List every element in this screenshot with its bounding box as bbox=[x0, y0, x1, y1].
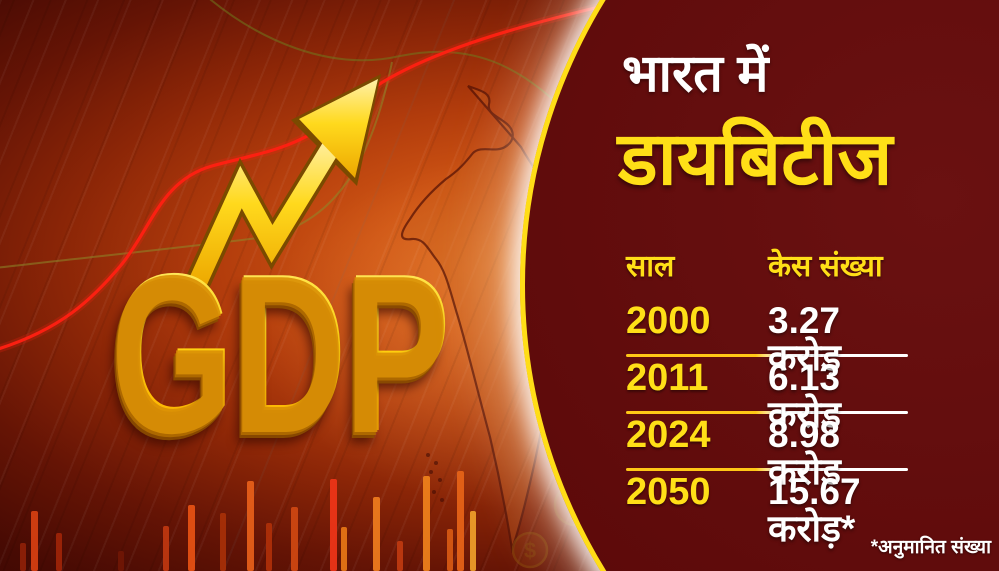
row-separator bbox=[626, 411, 908, 414]
arc-divider-panel bbox=[520, 0, 999, 571]
dollar-coin-icon: $ bbox=[511, 531, 549, 569]
diabetes-table: साल केस संख्या 2000 3.27 करोड़ 2011 6.13… bbox=[626, 244, 908, 547]
cases-cell: 15.67 करोड़* bbox=[768, 471, 861, 549]
island-dots bbox=[426, 453, 444, 502]
row-separator bbox=[626, 354, 908, 357]
table-row: 2024 8.98 करोड़ bbox=[626, 414, 908, 490]
table-row: 2011 6.13 करोड़ bbox=[626, 357, 908, 433]
year-cell: 2050 bbox=[626, 471, 711, 513]
heading-line-1: भारत में bbox=[622, 45, 769, 103]
row-separator bbox=[626, 468, 908, 471]
gdp-title: GDP bbox=[112, 226, 451, 478]
year-cell: 2000 bbox=[626, 300, 711, 342]
cases-cell: 3.27 करोड़ bbox=[768, 300, 841, 378]
heading-line-2: डायबिटीज bbox=[618, 117, 893, 200]
cases-cell: 6.13 करोड़ bbox=[768, 357, 841, 435]
bar-chart-decoration bbox=[20, 471, 476, 571]
table-row: 2000 3.27 करोड़ bbox=[626, 300, 908, 376]
table-row: 2050 15.67 करोड़* bbox=[626, 471, 908, 547]
trend-arrow-icon bbox=[183, 74, 381, 299]
column-header-year: साल bbox=[626, 250, 675, 283]
year-cell: 2024 bbox=[626, 414, 711, 456]
column-header-cases: केस संख्या bbox=[768, 250, 883, 283]
table-header: साल केस संख्या bbox=[626, 244, 908, 300]
year-cell: 2011 bbox=[626, 357, 709, 399]
footnote: *अनुमानित संख्या bbox=[870, 537, 991, 558]
red-trend-line bbox=[0, 0, 613, 353]
svg-text:$: $ bbox=[524, 538, 536, 563]
cases-cell: 8.98 करोड़ bbox=[768, 414, 841, 492]
